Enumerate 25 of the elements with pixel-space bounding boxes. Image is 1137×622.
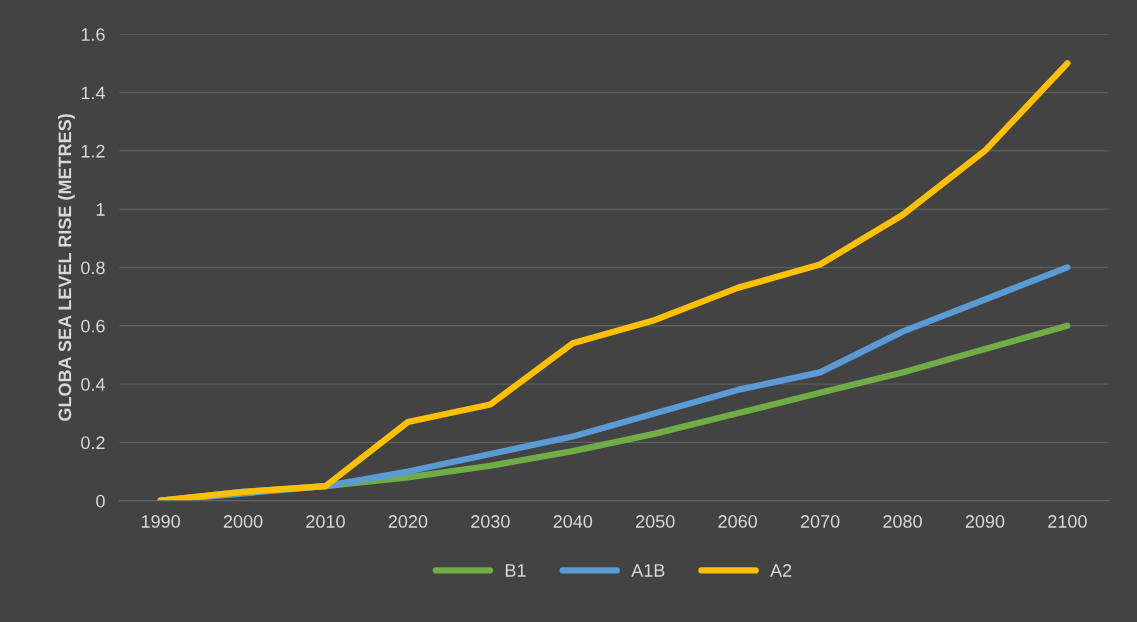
- y-tick-label: 1.2: [81, 144, 105, 158]
- y-tick-label: 1: [96, 203, 105, 216]
- legend-label: A2: [770, 564, 792, 577]
- x-tick-label: 2030: [471, 515, 510, 528]
- x-tick-label: 2100: [1048, 515, 1087, 528]
- x-tick-label: 2060: [718, 515, 758, 528]
- x-tick-label: 2040: [553, 515, 593, 528]
- y-tick-label: 0.2: [81, 436, 105, 450]
- x-tick-label: 2050: [636, 515, 675, 528]
- y-tick-label: 1.4: [81, 86, 105, 100]
- y-tick-label: 0: [96, 494, 105, 508]
- x-tick-label: 1990: [141, 515, 180, 528]
- y-tick-label: 0.6: [81, 319, 105, 333]
- legend-label: B1: [505, 564, 526, 577]
- x-tick-label: 2090: [965, 515, 1005, 528]
- x-tick-label: 2020: [388, 515, 428, 528]
- y-axis-title: GLOBA SEA LEVEL RISE (METRES): [58, 114, 75, 421]
- y-tick-label: 0.4: [81, 378, 105, 391]
- y-tick-label: 0.8: [81, 261, 105, 275]
- x-tick-label: 2010: [306, 515, 345, 528]
- legend-label: A1B: [631, 564, 665, 577]
- x-tick-label: 2070: [800, 515, 840, 528]
- x-tick-label: 2080: [883, 515, 922, 528]
- y-tick-label: 1.6: [81, 28, 105, 41]
- x-tick-label: 2000: [223, 515, 263, 528]
